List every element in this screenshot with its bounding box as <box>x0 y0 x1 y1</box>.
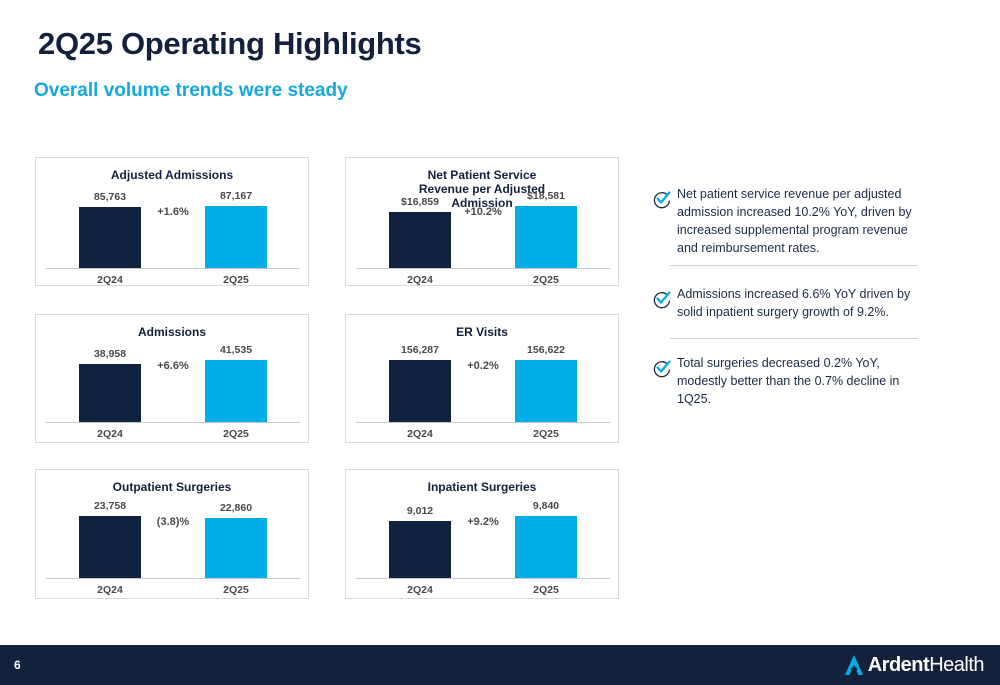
bar-2q25 <box>205 206 267 268</box>
bar-2q24 <box>79 516 141 578</box>
bar-chart: 9,012 2Q24 9,840 2Q25 +9.2% <box>356 500 610 596</box>
x-tick-label: 2Q25 <box>223 428 249 440</box>
bar-2q25 <box>515 206 577 268</box>
data-label: 22,860 <box>220 502 252 514</box>
chart-card: Adjusted Admissions 85,763 2Q24 87,167 2Q25 +… <box>35 157 309 286</box>
chart-title: Adjusted Admissions <box>110 168 234 182</box>
x-tick-label: 2Q24 <box>407 274 433 286</box>
bar-2q25 <box>205 518 267 578</box>
data-label: 9,012 <box>407 505 433 517</box>
data-label: 156,622 <box>527 344 565 356</box>
checkmark-icon <box>653 191 671 209</box>
highlight-text: Admissions increased 6.6% YoY driven by … <box>677 287 911 319</box>
ardent-logo-icon <box>844 655 863 675</box>
data-label: 87,167 <box>220 190 252 202</box>
change-label: +0.2% <box>467 360 499 372</box>
checkmark-icon <box>653 360 671 378</box>
bar-2q24 <box>79 364 141 422</box>
chart-card: Admissions 38,958 2Q24 41,535 2Q25 +6.6% <box>35 314 309 443</box>
bar-chart: 156,287 2Q24 156,622 2Q25 +0.2% <box>356 344 610 440</box>
data-label: $16,859 <box>401 196 439 208</box>
bar-2q24 <box>389 212 451 268</box>
brand-logo: ArdentHealth <box>844 652 984 678</box>
data-label: 41,535 <box>220 344 252 356</box>
footer-bar: 6 ArdentHealth <box>0 645 1000 685</box>
divider <box>670 338 918 339</box>
chart-card: Net Patient Service Revenue per Adjusted… <box>345 157 619 286</box>
page-title: 2Q25 Operating Highlights <box>38 26 422 61</box>
bar-2q25 <box>515 360 577 422</box>
chart-card: Outpatient Surgeries 23,758 2Q24 22,860 2Q25… <box>35 469 309 599</box>
change-label: +9.2% <box>467 516 499 528</box>
chart-card: Inpatient Surgeries 9,012 2Q24 9,840 2Q25 +9.… <box>345 469 619 599</box>
chart-title: Admissions <box>137 325 206 339</box>
x-tick-label: 2Q24 <box>407 584 433 596</box>
x-tick-label: 2Q24 <box>407 428 433 440</box>
x-tick-label: 2Q25 <box>223 584 249 596</box>
x-tick-label: 2Q25 <box>533 274 559 286</box>
x-tick-label: 2Q25 <box>533 428 559 440</box>
bar-chart: 38,958 2Q24 41,535 2Q25 +6.6% <box>46 344 300 440</box>
page-number: 6 <box>14 658 21 672</box>
x-tick-label: 2Q24 <box>97 274 123 286</box>
brand-name-bold: Ardent <box>867 653 930 676</box>
bar-2q24 <box>79 207 141 268</box>
bar-chart: 85,763 2Q24 87,167 2Q25 +1.6% <box>46 190 300 286</box>
chart-title: Net Patient Service Revenue per Adjusted… <box>418 168 546 210</box>
chart-card: ER Visits 156,287 2Q24 156,622 2Q25 +0.2% <box>345 314 619 443</box>
data-label: 9,840 <box>533 500 559 512</box>
bar-chart: 23,758 2Q24 22,860 2Q25 (3.8)% <box>46 500 300 596</box>
brand-name-regular: Health <box>929 653 984 676</box>
highlight-text: Total surgeries decreased 0.2% YoY, mode… <box>677 356 900 406</box>
checkmark-icon <box>653 291 671 309</box>
change-label: (3.8)% <box>157 516 190 528</box>
bar-chart: $16,859 2Q24 $18,581 2Q25 +10.2% <box>356 190 610 286</box>
data-label: 156,287 <box>401 344 439 356</box>
x-tick-label: 2Q24 <box>97 428 123 440</box>
data-label: $18,581 <box>527 190 565 202</box>
bar-2q24 <box>389 521 451 578</box>
bar-2q24 <box>389 360 451 422</box>
bar-2q25 <box>515 516 577 578</box>
x-tick-label: 2Q24 <box>97 584 123 596</box>
x-tick-label: 2Q25 <box>223 274 249 286</box>
chart-title: Inpatient Surgeries <box>427 480 537 494</box>
bar-2q25 <box>205 360 267 422</box>
highlight-text: Net patient service revenue per adjusted… <box>677 187 912 255</box>
divider <box>670 265 918 266</box>
chart-title: ER Visits <box>456 325 508 339</box>
change-label: +6.6% <box>157 360 189 372</box>
data-label: 38,958 <box>94 348 126 360</box>
data-label: 23,758 <box>94 500 126 512</box>
chart-title: Outpatient Surgeries <box>112 480 232 494</box>
x-tick-label: 2Q25 <box>533 584 559 596</box>
change-label: +1.6% <box>157 206 189 218</box>
page-subtitle: Overall volume trends were steady <box>34 80 348 101</box>
brand-name: ArdentHealth <box>867 653 985 677</box>
change-label: +10.2% <box>464 206 502 218</box>
data-label: 85,763 <box>94 191 126 203</box>
